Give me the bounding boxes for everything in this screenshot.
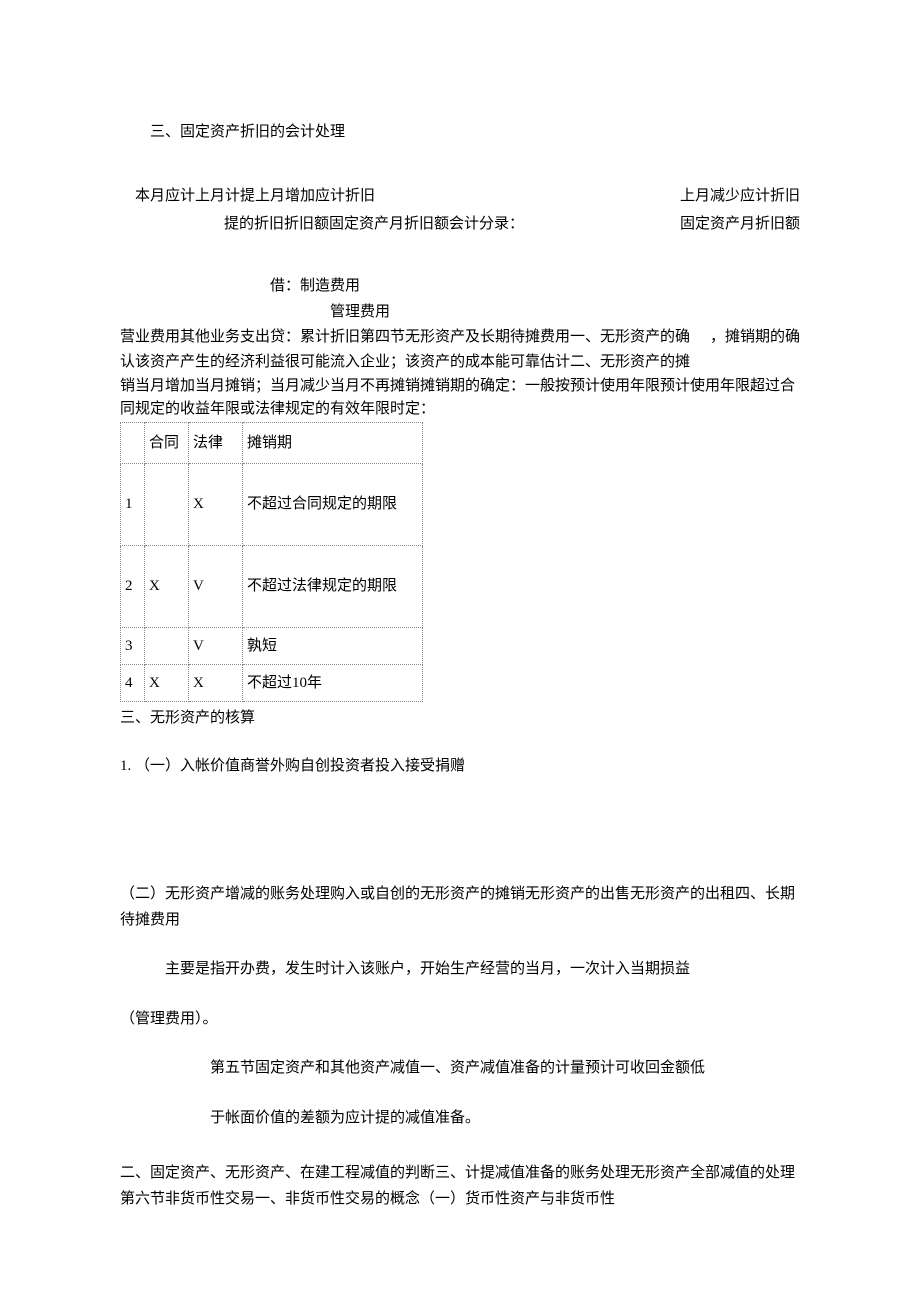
line1-left: 本月应计上月计提上月增加应计折旧 xyxy=(120,184,375,208)
para1a: 营业费用其他业务支出贷：累计折旧第四节无形资产及长期待摊费用一、无形资产的确 xyxy=(120,326,690,349)
para-sec7: 二、固定资产、无形资产、在建工程减值的判断三、计提减值准备的账务处理无形资产全部… xyxy=(120,1161,800,1212)
line2-right: 固定资产月折旧额 xyxy=(680,212,800,236)
cell xyxy=(145,464,189,546)
cell: 4 xyxy=(121,665,145,702)
para-sec3: 主要是指开办费，发生时计入该账户，开始生产经营的当月，一次计入当期损益 xyxy=(120,957,800,983)
borrow-line: 借：制造费用 xyxy=(120,274,800,298)
table-row: 3 V 孰短 xyxy=(121,628,423,665)
th-0 xyxy=(121,423,145,464)
cell: V xyxy=(189,628,243,665)
table-row: 1 X 不超过合同规定的期限 xyxy=(121,464,423,546)
amortization-table: 合同 法律 摊销期 1 X 不超过合同规定的期限 2 X V 不超过法律规定的期… xyxy=(120,422,423,702)
th-3: 摊销期 xyxy=(243,423,423,464)
cell: 1 xyxy=(121,464,145,546)
after-table-line: 三、无形资产的核算 xyxy=(120,706,800,730)
th-1: 合同 xyxy=(145,423,189,464)
cell: 2 xyxy=(121,546,145,628)
cell: 不超过合同规定的期限 xyxy=(243,464,423,546)
para-sec6: 于帐面价值的差额为应计提的减值准备。 xyxy=(120,1106,800,1132)
body-para-1: 营业费用其他业务支出贷：累计折旧第四节无形资产及长期待摊费用一、无形资产的确 ，… xyxy=(120,326,800,349)
th-2: 法律 xyxy=(189,423,243,464)
cell: 孰短 xyxy=(243,628,423,665)
para-sec2: （二）无形资产增减的账务处理购入或自创的无形资产的摊销无形资产的出售无形资产的出… xyxy=(120,882,800,933)
cell: X xyxy=(189,464,243,546)
para1b: ，摊销期的确 xyxy=(710,326,800,349)
cell: X xyxy=(189,665,243,702)
numbered-item-1: 1. （一）入帐价值商誉外购自创投资者投入接受捐赠 xyxy=(120,754,800,778)
para-sec4: （管理费用）。 xyxy=(120,1007,800,1033)
blank-gap xyxy=(120,802,800,882)
mgmt-line: 管理费用 xyxy=(120,300,800,324)
line-row-1: 本月应计上月计提上月增加应计折旧 上月减少应计折旧 xyxy=(120,184,800,208)
line1-right: 上月减少应计折旧 xyxy=(680,184,800,208)
table-row: 合同 法律 摊销期 xyxy=(121,423,423,464)
table-row: 2 X V 不超过法律规定的期限 xyxy=(121,546,423,628)
cell xyxy=(145,628,189,665)
para-sec5: 第五节固定资产和其他资产减值一、资产减值准备的计量预计可收回金额低 xyxy=(120,1056,800,1082)
cell: V xyxy=(189,546,243,628)
line2-left: 提的折旧折旧额固定资产月折旧额会计分录： xyxy=(224,212,524,236)
line-row-2: 提的折旧折旧额固定资产月折旧额会计分录： 固定资产月折旧额 xyxy=(120,212,800,236)
cell: X xyxy=(145,665,189,702)
body-para-2: 认该资产产生的经济利益很可能流入企业；该资产的成本能可靠估计二、无形资产的摊 xyxy=(120,351,800,374)
body-para-3: 销当月增加当月摊销；当月减少当月不再摊销摊销期的确定：一般按预计使用年限预计使用… xyxy=(120,375,800,420)
cell: X xyxy=(145,546,189,628)
cell: 3 xyxy=(121,628,145,665)
cell: 不超过法律规定的期限 xyxy=(243,546,423,628)
table-row: 4 X X 不超过10年 xyxy=(121,665,423,702)
cell: 不超过10年 xyxy=(243,665,423,702)
section-title: 三、固定资产折旧的会计处理 xyxy=(120,120,800,144)
